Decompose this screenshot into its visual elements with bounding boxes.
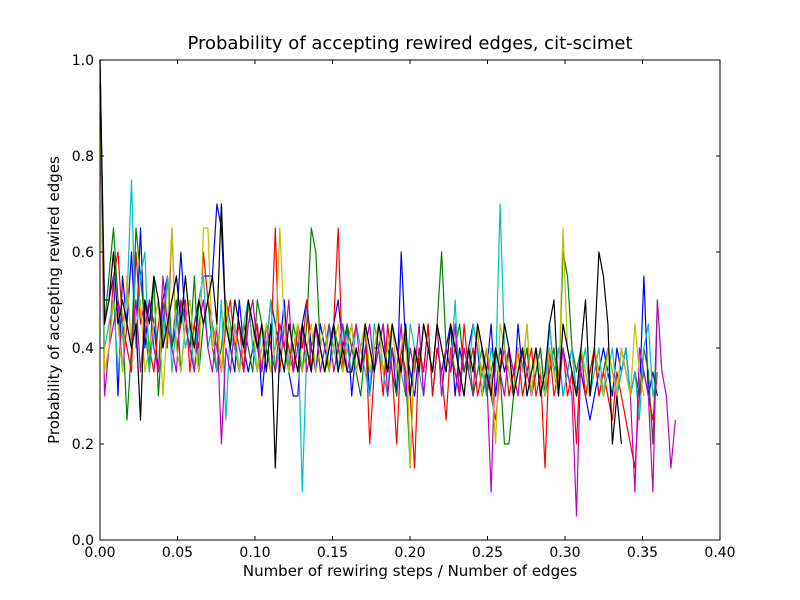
x-tick-label: 0.20: [394, 545, 425, 561]
x-tick-label: 0.25: [472, 545, 503, 561]
x-tick-label: 0.00: [84, 545, 115, 561]
y-tick-label: 0.6: [72, 245, 94, 261]
x-tick-label: 0.40: [704, 545, 735, 561]
y-tick-label: 0.2: [72, 437, 94, 453]
ticks-layer: 0.00 0.05 0.10 0.15 0.20 0.25 0.30 0.35 0.40 0.0 0…: [72, 53, 736, 561]
series-layer: [99, 59, 676, 517]
x-tick-label: 0.10: [239, 545, 270, 561]
x-tick-label: 0.05: [162, 545, 193, 561]
y-tick-label: 0.0: [72, 533, 94, 549]
x-tick-label: 0.30: [549, 545, 580, 561]
x-tick-label: 0.35: [627, 545, 658, 561]
series-line-4: [99, 83, 676, 517]
y-tick-label: 1.0: [72, 53, 94, 69]
y-tick-label: 0.4: [72, 341, 94, 357]
series-line-2: [99, 83, 658, 469]
chart-title: Probability of accepting rewired edges, …: [187, 33, 632, 54]
x-tick-label: 0.15: [317, 545, 348, 561]
y-tick-label: 0.8: [72, 149, 94, 165]
y-axis-label: Probability of accepting rewired edges: [45, 156, 63, 444]
series-line-6: [99, 59, 622, 469]
x-axis-label: Number of rewiring steps / Number of edg…: [243, 562, 577, 580]
